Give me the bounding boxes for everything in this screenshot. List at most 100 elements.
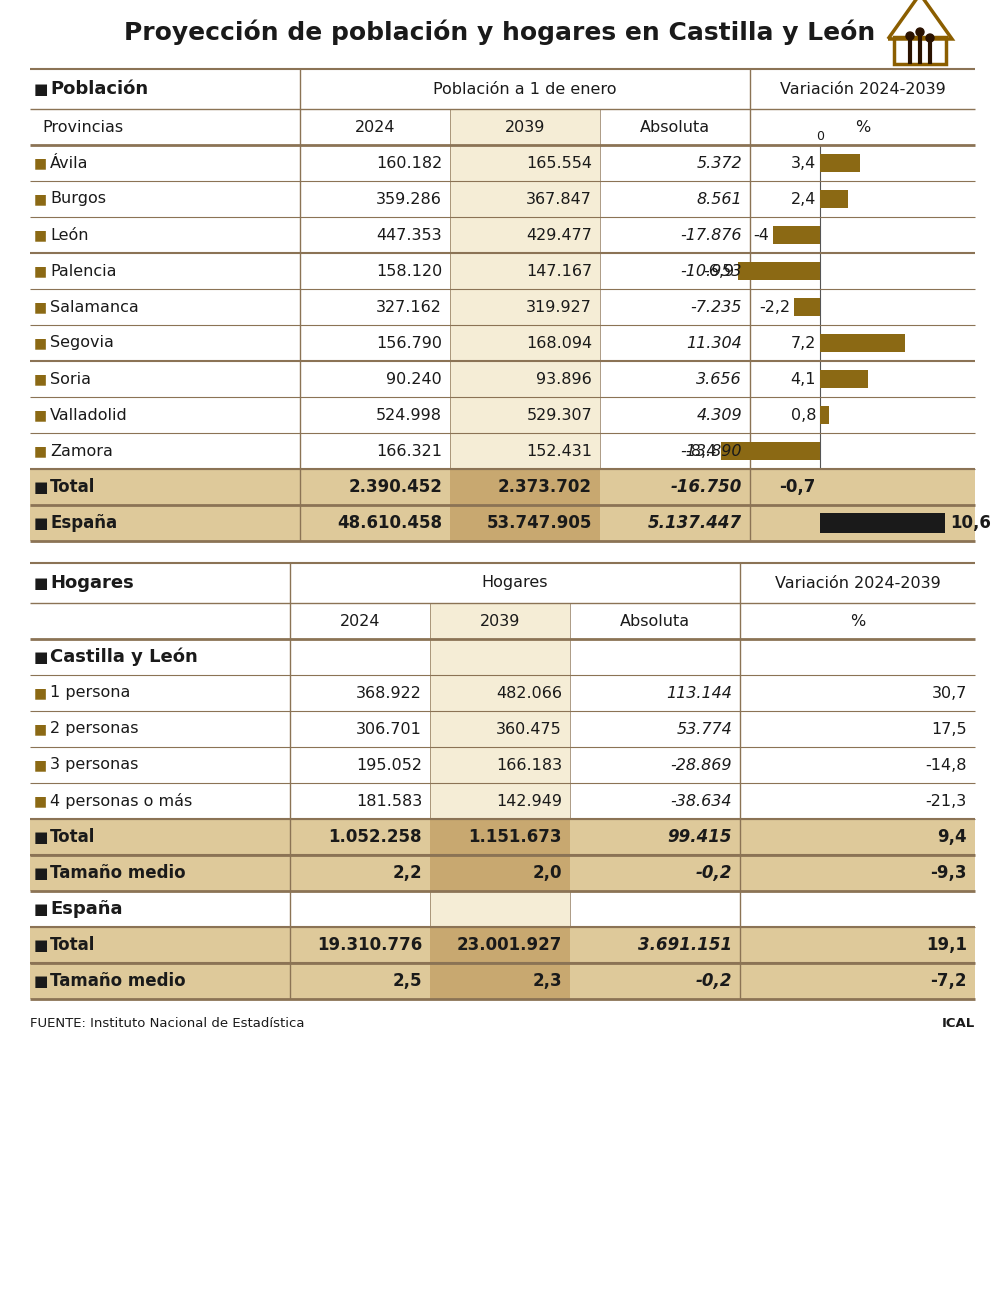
Bar	[820, 370, 868, 387]
Text: ■: ■	[34, 81, 48, 96]
Text: ■: ■	[34, 901, 48, 917]
Text: Proyección de población y hogares en Castilla y León: Proyección de población y hogares en Cas…	[124, 20, 876, 44]
Text: Zamora: Zamora	[50, 443, 113, 459]
Text: -17.876: -17.876	[680, 227, 742, 243]
Text: 5.372: 5.372	[696, 155, 742, 171]
Bar	[430, 639, 570, 675]
Text: 8.561: 8.561	[696, 192, 742, 206]
Text: Soria: Soria	[50, 372, 91, 386]
Text: 5.137.447: 5.137.447	[648, 514, 742, 532]
Bar	[820, 334, 905, 352]
Text: 7,2: 7,2	[791, 335, 816, 351]
Text: -28.869: -28.869	[670, 758, 732, 772]
Text: 2,2: 2,2	[392, 865, 422, 882]
Text: 2024: 2024	[340, 613, 380, 629]
Bar	[430, 782, 570, 819]
Bar	[430, 927, 570, 962]
Text: 3.691.151: 3.691.151	[638, 936, 732, 955]
Text: -21,3: -21,3	[926, 794, 967, 808]
Bar	[30, 469, 975, 505]
Text: 166.183: 166.183	[496, 758, 562, 772]
Bar	[450, 216, 600, 253]
Bar	[430, 819, 570, 855]
Bar	[450, 361, 600, 396]
Text: -14,8: -14,8	[926, 758, 967, 772]
Text: Total: Total	[50, 828, 95, 846]
Text: -10.953: -10.953	[680, 263, 742, 279]
Text: 142.949: 142.949	[496, 794, 562, 808]
Text: 359.286: 359.286	[376, 192, 442, 206]
Text: 482.066: 482.066	[496, 686, 562, 700]
Text: ■: ■	[34, 372, 47, 386]
Text: 2,4: 2,4	[791, 192, 816, 206]
Text: 2039: 2039	[505, 120, 545, 134]
Text: 48.610.458: 48.610.458	[337, 514, 442, 532]
Bar	[820, 407, 829, 424]
Bar	[430, 675, 570, 711]
Text: 367.847: 367.847	[526, 192, 592, 206]
Text: -0,7: -0,7	[780, 479, 816, 496]
Bar	[450, 505, 600, 541]
Text: 4.309: 4.309	[696, 407, 742, 422]
Text: ■: ■	[34, 575, 48, 591]
Bar	[30, 819, 975, 855]
Bar	[30, 505, 975, 541]
Text: 93.896: 93.896	[536, 372, 592, 386]
Bar	[450, 181, 600, 216]
Text: León: León	[50, 227, 88, 243]
Text: 195.052: 195.052	[356, 758, 422, 772]
Text: 0: 0	[816, 130, 824, 143]
Text: 53.774: 53.774	[676, 721, 732, 737]
Text: 2024: 2024	[355, 120, 395, 134]
Bar	[30, 855, 975, 891]
Text: Salamanca: Salamanca	[50, 300, 139, 314]
Text: -16.750: -16.750	[671, 479, 742, 496]
Bar	[450, 469, 600, 505]
Text: 30,7: 30,7	[932, 686, 967, 700]
Text: ■: ■	[34, 649, 48, 665]
Text: 4,1: 4,1	[790, 372, 816, 386]
Text: 524.998: 524.998	[376, 407, 442, 422]
Text: 99.415: 99.415	[668, 828, 732, 846]
Bar	[773, 227, 820, 244]
Circle shape	[916, 27, 924, 37]
Bar	[450, 289, 600, 325]
Text: ■: ■	[34, 408, 47, 422]
Text: 3 personas: 3 personas	[50, 758, 138, 772]
Bar	[450, 145, 600, 181]
Text: Tamaño medio: Tamaño medio	[50, 971, 186, 990]
Text: -2,2: -2,2	[759, 300, 790, 314]
Text: Total: Total	[50, 479, 95, 496]
Text: 1.052.258: 1.052.258	[328, 828, 422, 846]
Text: Palencia: Palencia	[50, 263, 116, 279]
Bar	[30, 927, 975, 962]
Text: 9,4: 9,4	[937, 828, 967, 846]
Text: -7.235: -7.235	[691, 300, 742, 314]
Bar	[894, 37, 946, 64]
Bar	[430, 602, 570, 639]
Bar	[430, 747, 570, 782]
Text: %: %	[855, 120, 870, 134]
Text: Variación 2024-2039: Variación 2024-2039	[780, 81, 945, 96]
Text: ■: ■	[34, 686, 47, 700]
Text: 156.790: 156.790	[376, 335, 442, 351]
Text: 319.927: 319.927	[526, 300, 592, 314]
Text: 165.554: 165.554	[526, 155, 592, 171]
Text: Castilla y León: Castilla y León	[50, 648, 198, 666]
Text: Población a 1 de enero: Población a 1 de enero	[433, 81, 617, 96]
Text: Hogares: Hogares	[50, 574, 134, 592]
Text: FUENTE: Instituto Nacional de Estadística: FUENTE: Instituto Nacional de Estadístic…	[30, 1017, 304, 1030]
Text: 327.162: 327.162	[376, 300, 442, 314]
Text: -4: -4	[753, 227, 769, 243]
Text: Hogares: Hogares	[482, 575, 548, 591]
Text: España: España	[50, 514, 117, 532]
Text: Burgos: Burgos	[50, 192, 106, 206]
Bar	[450, 253, 600, 289]
Text: Absoluta: Absoluta	[640, 120, 710, 134]
Text: 10,6: 10,6	[950, 514, 991, 532]
Bar	[450, 325, 600, 361]
Text: 360.475: 360.475	[496, 721, 562, 737]
Text: España: España	[50, 900, 122, 918]
Text: 4 personas o más: 4 personas o más	[50, 793, 192, 808]
Text: -0,2: -0,2	[696, 865, 732, 882]
